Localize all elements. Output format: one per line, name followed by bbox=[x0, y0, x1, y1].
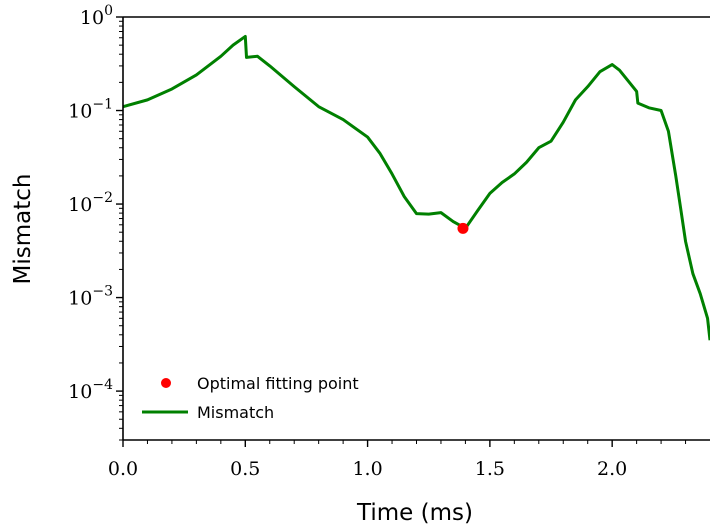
plot-area bbox=[122, 34, 710, 341]
y-axis-label: Mismatch bbox=[10, 174, 36, 285]
x-tick-label: 1.5 bbox=[475, 458, 505, 480]
x-tick-label: 1.0 bbox=[352, 458, 382, 480]
legend-label-optimal-point: Optimal fitting point bbox=[197, 374, 359, 393]
optimal-fitting-point bbox=[457, 222, 469, 234]
legend-label-mismatch: Mismatch bbox=[197, 403, 274, 422]
point-layer bbox=[457, 222, 469, 234]
y-tick-label: 10−1 bbox=[68, 97, 113, 123]
y-tick-label: 10−4 bbox=[68, 377, 113, 403]
legend-point-marker bbox=[161, 378, 171, 388]
y-tick-label: 100 bbox=[80, 3, 113, 29]
x-axis-label: Time (ms) bbox=[356, 500, 473, 526]
x-tick-label: 2.0 bbox=[597, 458, 627, 480]
series-layer bbox=[122, 34, 710, 341]
ticks: 0.0 0.5 1.0 1.5 2.0 100 10−1 10−2 10−3 10−4 bbox=[68, 3, 687, 480]
y-tick-label: 10−3 bbox=[68, 284, 113, 310]
legend: Optimal fitting point Mismatch bbox=[142, 374, 359, 422]
mismatch-line bbox=[122, 34, 710, 341]
x-tick-label: 0.5 bbox=[230, 458, 260, 480]
y-tick-label: 10−2 bbox=[68, 190, 113, 216]
x-tick-label: 0.0 bbox=[108, 458, 138, 480]
